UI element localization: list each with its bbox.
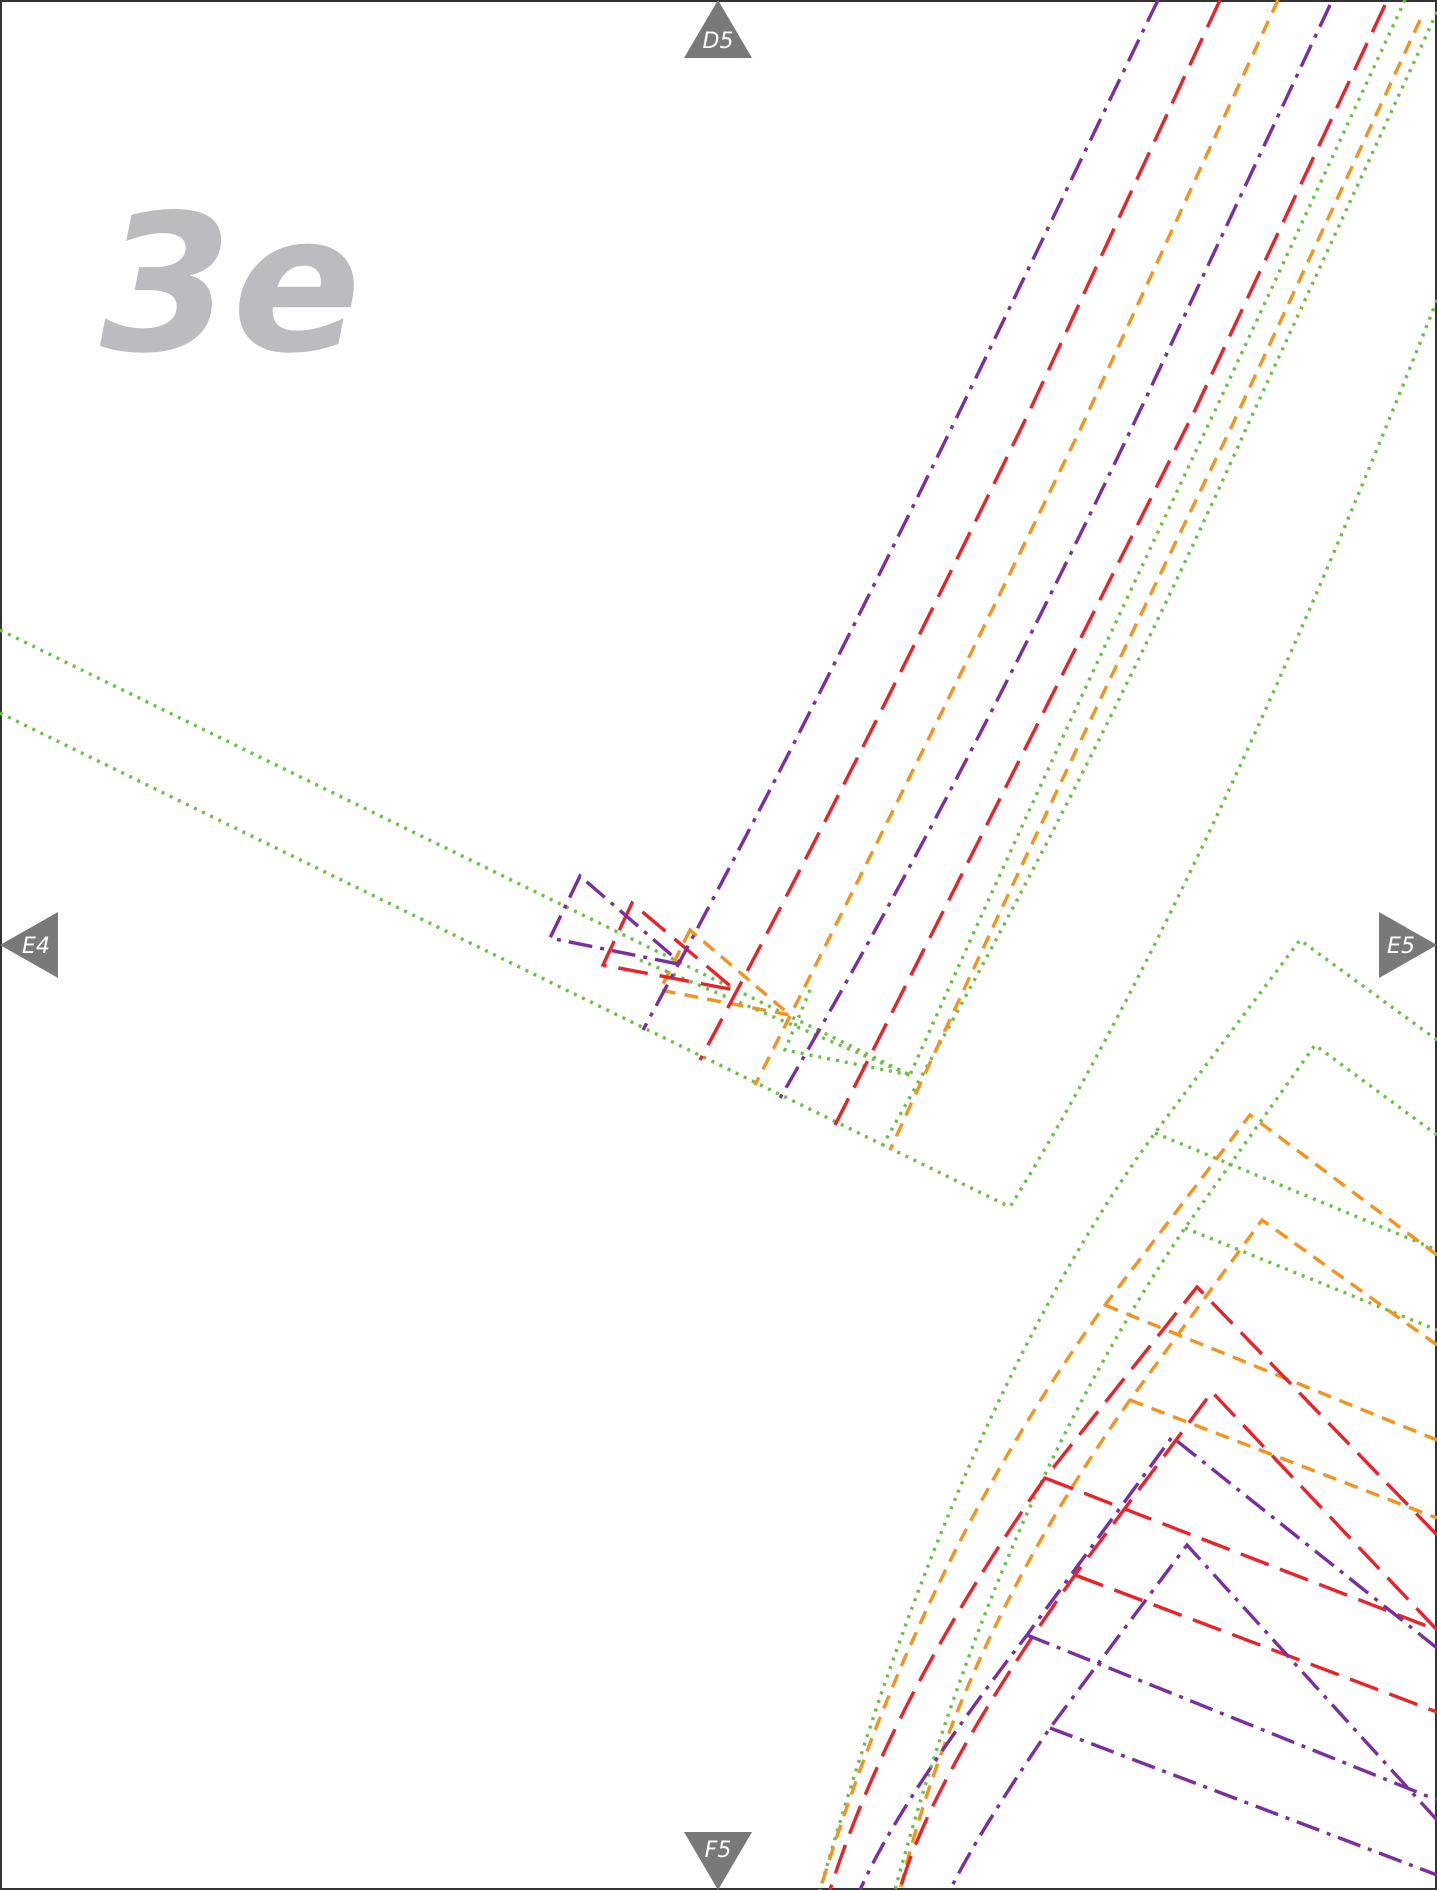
marker-left-arrow (0, 912, 58, 978)
green-corner-upper (818, 937, 1437, 1890)
purple-cross-line-2 (1049, 1726, 1437, 1877)
purple-band-edge-1 (641, 0, 1160, 1031)
red-corner-lower (898, 1389, 1437, 1890)
red-dart (600, 900, 742, 993)
orange-corner-lower (898, 1217, 1437, 1890)
marker-left-label: E4 (22, 934, 50, 959)
red-cross-line-2 (1074, 1573, 1437, 1714)
green-outer-curve (1008, 299, 1437, 1208)
red-corner-upper (828, 1284, 1437, 1890)
marker-bottom: F5 (684, 1832, 752, 1890)
green-cross-line-1 (1154, 1131, 1437, 1252)
marker-right-label: E5 (1387, 934, 1415, 959)
purple-dart (547, 873, 690, 968)
green-strap-upper-line (0, 628, 911, 1077)
orange-band-edge-2 (888, 19, 1422, 1151)
purple-lines (547, 0, 1437, 1890)
marker-bottom-label: F5 (705, 1838, 732, 1863)
marker-top-arrow (684, 0, 752, 58)
page-label: 3e (100, 174, 361, 395)
green-strap-lower-line (0, 711, 1011, 1209)
marker-left: E4 (0, 912, 58, 978)
green-corner-lower (893, 1042, 1437, 1890)
marker-right-arrow (1379, 912, 1437, 978)
orange-dart (657, 927, 797, 1018)
green-dart-line-a (639, 958, 911, 1077)
marker-top: D5 (684, 0, 752, 58)
green-band-edge-1 (908, 0, 1407, 1076)
red-band-edge-1 (698, 0, 1222, 1061)
purple-cross-line-1 (1026, 1633, 1437, 1802)
orange-corner-upper (818, 1112, 1437, 1890)
red-lines (600, 0, 1437, 1890)
orange-lines (657, 0, 1437, 1890)
orange-cross-line-1 (1104, 1303, 1437, 1442)
purple-corner-upper (858, 1434, 1437, 1890)
purple-corner-lower (948, 1542, 1437, 1890)
orange-cross-line-2 (1129, 1398, 1437, 1520)
purple-band-edge-2 (778, 4, 1332, 1099)
green-band-edge-2 (878, 11, 1437, 1151)
marker-top-label: D5 (703, 29, 734, 54)
marker-bottom-arrow (684, 1832, 752, 1890)
red-band-edge-2 (833, 4, 1387, 1126)
green-dart-line-b (782, 989, 911, 1077)
marker-right: E5 (1379, 912, 1437, 978)
red-cross-line-1 (1044, 1476, 1437, 1632)
orange-band-edge-1 (753, 0, 1280, 1086)
